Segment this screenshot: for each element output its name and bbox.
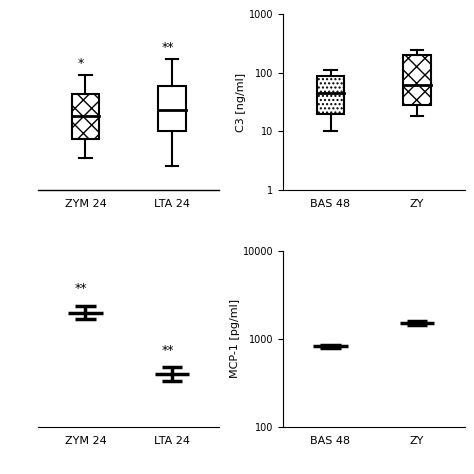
Bar — [317, 76, 345, 114]
Bar — [403, 55, 431, 105]
Text: *: * — [78, 57, 84, 70]
Text: **: ** — [161, 344, 174, 357]
Y-axis label: MCP-1 [pg/ml]: MCP-1 [pg/ml] — [230, 299, 240, 378]
Text: **: ** — [75, 283, 87, 295]
Bar — [158, 86, 186, 131]
Text: **: ** — [161, 41, 174, 54]
Y-axis label: C3 [ng/ml]: C3 [ng/ml] — [236, 73, 246, 131]
Bar — [72, 94, 99, 139]
